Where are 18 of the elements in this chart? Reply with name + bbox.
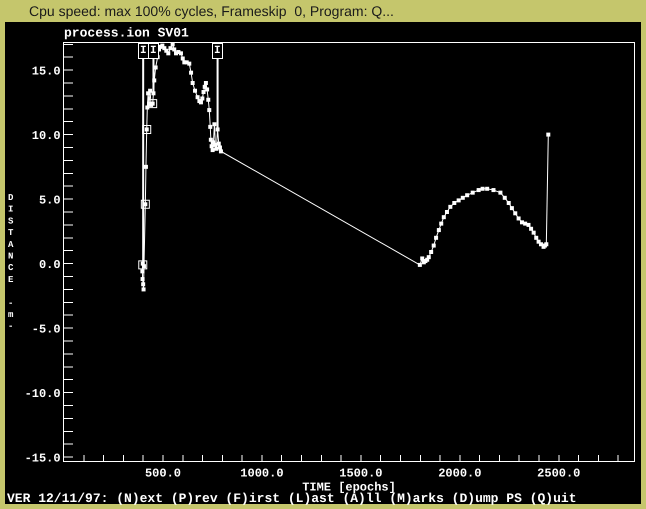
x-tick-label: 500.0 — [144, 466, 181, 480]
x-tick-label: 1500.0 — [339, 466, 382, 480]
text: DISTANCE -m- — [8, 193, 14, 332]
y-tick-label: -5.0 — [32, 322, 61, 336]
chart-title: process.ion SV01 — [64, 26, 190, 41]
y-tick-label: -10.0 — [24, 386, 61, 401]
x-tick-label: 1000.0 — [240, 466, 284, 480]
y-tick-label: -15.0 — [24, 451, 61, 466]
y-tick-label: 15.0 — [32, 64, 61, 78]
text: Cpu speed: max 100% cycles, Frameskip 0, Program: Q... — [29, 3, 394, 19]
annotation: I — [214, 45, 221, 57]
x-tick-label: 2500.0 — [537, 466, 580, 480]
y-tick-label: 10.0 — [32, 128, 61, 143]
y-tick-label: 5.0 — [38, 193, 61, 208]
annotation: I — [150, 45, 157, 57]
x-tick-label: 2000.0 — [438, 466, 482, 480]
y-tick-label: 0.0 — [38, 258, 61, 272]
annotation: I — [140, 45, 147, 57]
